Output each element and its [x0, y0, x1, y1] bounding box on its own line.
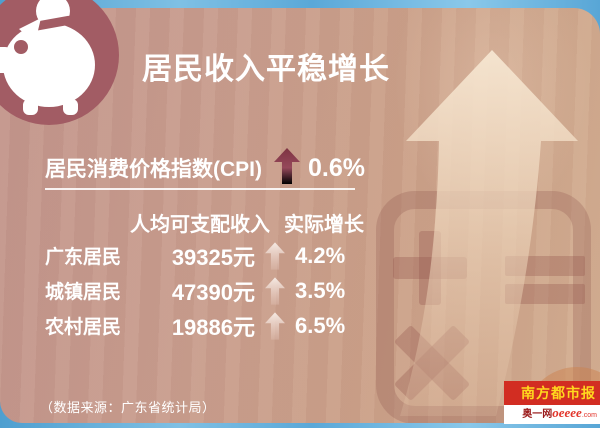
- growth-arrow-graphic: [400, 50, 578, 416]
- cpi-label: 居民消费价格指数(CPI): [45, 158, 262, 181]
- row-growth: 6.5%: [295, 312, 346, 338]
- publisher-logo: 南方都市报 奥一网oeeee.com: [504, 381, 600, 424]
- row-label: 广东居民: [45, 247, 122, 268]
- website-prefix: 奥一网: [522, 409, 553, 420]
- column-header-growth: 实际增长: [284, 214, 364, 236]
- row-label: 农村居民: [45, 317, 122, 338]
- divider-line: [45, 188, 355, 190]
- table-header-row: 人均可支配收入 实际增长: [45, 208, 364, 237]
- card-background: [0, 8, 600, 423]
- table-row: 广东居民 39325元 4.2%: [45, 238, 345, 273]
- data-source: （数据来源：广东省统计局）: [40, 400, 216, 415]
- row-growth: 3.5%: [295, 277, 346, 303]
- row-income: 47390元: [171, 279, 255, 305]
- income-table: 广东居民 39325元 4.2% 城镇居民 47390元 3.5% 农村居民 1…: [45, 238, 345, 343]
- growth-up-arrow-icon: [255, 241, 295, 270]
- row-growth: 4.2%: [295, 242, 346, 268]
- website-tld: .com: [581, 412, 597, 419]
- growth-up-arrow-icon: [255, 311, 295, 340]
- page-title: 居民收入平稳增长: [142, 53, 390, 86]
- column-header-income: 人均可支配收入: [130, 214, 270, 236]
- growth-up-arrow-icon: [255, 276, 295, 305]
- cpi-row: 居民消费价格指数(CPI) 0.6%: [45, 148, 365, 188]
- table-row: 农村居民 19886元 6.5%: [45, 308, 345, 343]
- cpi-value: 0.6%: [308, 153, 365, 182]
- piggy-bank-badge: [0, 0, 119, 125]
- row-income: 19886元: [171, 314, 255, 340]
- newspaper-name: 南方都市报: [504, 381, 600, 405]
- website-word: oeeee: [552, 405, 582, 420]
- website-name: 奥一网oeeee.com: [504, 405, 600, 424]
- piggy-bank-icon: [0, 0, 95, 115]
- background-graphics: [376, 50, 600, 423]
- cpi-up-arrow-icon: [274, 148, 300, 184]
- table-row: 城镇居民 47390元 3.5%: [45, 273, 345, 308]
- row-label: 城镇居民: [45, 282, 122, 303]
- header-spacer: [45, 208, 130, 237]
- row-income: 39325元: [171, 244, 255, 270]
